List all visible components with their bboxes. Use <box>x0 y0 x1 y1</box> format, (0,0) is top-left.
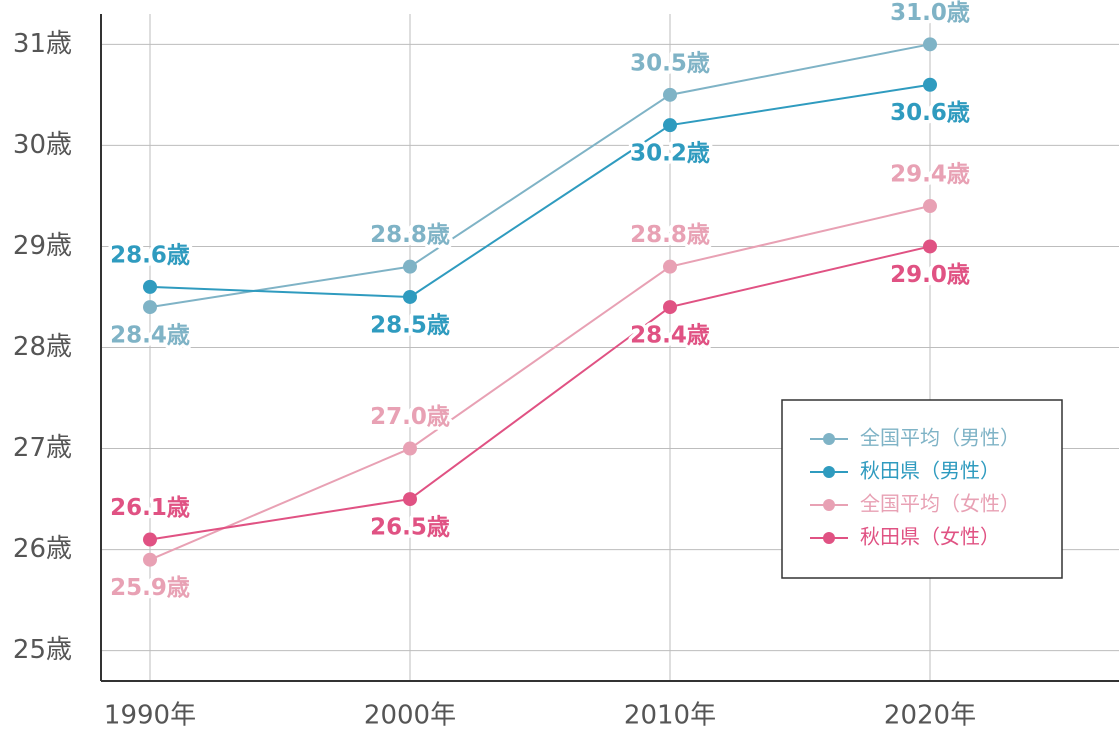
series-line <box>149 43 931 309</box>
x-tick-label: 1990年 <box>104 701 196 730</box>
legend-marker <box>823 499 835 511</box>
data-label: 26.1歳 <box>110 495 190 521</box>
x-tick-label: 2010年 <box>624 701 716 730</box>
y-tick-label: 28歳 <box>13 332 72 362</box>
series-line <box>149 83 931 298</box>
data-point <box>663 118 677 133</box>
legend <box>781 399 1063 579</box>
y-tick-label: 27歳 <box>13 433 72 463</box>
series-line <box>149 205 931 561</box>
data-label: 29.0歳 <box>890 262 970 288</box>
legend-label: 秋田県（男性） <box>860 459 1000 483</box>
data-label: 30.5歳 <box>630 50 710 76</box>
data-point <box>923 37 937 52</box>
data-label: 30.2歳 <box>630 141 710 167</box>
y-tick-label: 30歳 <box>13 130 72 160</box>
data-label: 30.6歳 <box>890 100 970 126</box>
data-point <box>663 259 677 274</box>
legend-label: 全国平均（男性） <box>860 426 1020 450</box>
data-label: 28.8歳 <box>370 222 450 248</box>
data-point <box>403 259 417 274</box>
series-line <box>149 245 931 541</box>
x-tick-label: 2020年 <box>884 701 976 730</box>
data-point <box>143 300 157 315</box>
data-label: 25.9歳 <box>110 575 190 601</box>
y-tick-label: 31歳 <box>13 29 72 59</box>
data-point <box>403 492 417 507</box>
data-label: 27.0歳 <box>370 404 450 430</box>
data-label: 26.5歳 <box>370 515 450 541</box>
x-tick-label: 2000年 <box>364 701 456 730</box>
y-tick-label: 26歳 <box>13 534 72 564</box>
legend-marker <box>823 532 835 544</box>
data-point <box>143 279 157 294</box>
data-label: 28.8歳 <box>630 222 710 248</box>
data-point <box>923 77 937 92</box>
data-label: 28.4歳 <box>630 323 710 349</box>
data-label: 31.0歳 <box>890 0 970 26</box>
legend-marker <box>823 466 835 478</box>
data-label: 28.6歳 <box>110 242 190 268</box>
y-tick-label: 29歳 <box>13 231 72 261</box>
legend-label: 秋田県（女性） <box>860 525 1000 549</box>
legend-marker <box>823 433 835 445</box>
data-point <box>403 441 417 456</box>
data-point <box>403 289 417 304</box>
data-label: 28.5歳 <box>370 312 450 338</box>
data-label: 29.4歳 <box>890 162 970 188</box>
y-tick-label: 25歳 <box>13 635 72 665</box>
data-label: 28.4歳 <box>110 323 190 349</box>
data-point <box>663 87 677 102</box>
data-point <box>663 300 677 315</box>
legend-label: 全国平均（女性） <box>860 492 1020 516</box>
data-point <box>923 199 937 214</box>
data-point <box>143 532 157 547</box>
data-point <box>143 552 157 567</box>
data-point <box>923 239 937 254</box>
